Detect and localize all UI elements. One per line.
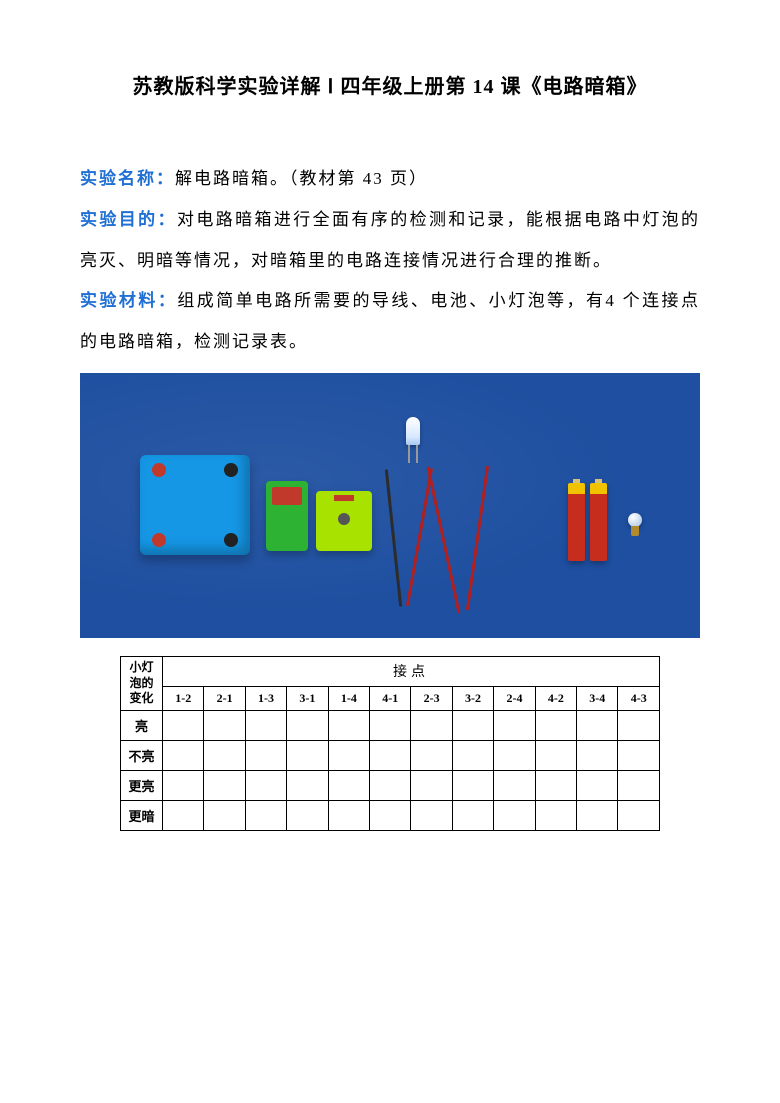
table-col-head: 2-3: [411, 686, 452, 710]
table-cell: [618, 740, 660, 770]
section-name: 实验名称：解电路暗箱。（教材第 43 页）: [80, 159, 700, 200]
table-cell: [370, 770, 411, 800]
table-cell: [535, 710, 576, 740]
table-corner: 小灯泡的变化: [121, 656, 163, 710]
led-icon: [406, 417, 420, 445]
table-cell: [204, 770, 245, 800]
wire-red-3-icon: [466, 465, 489, 610]
record-table: 小灯泡的变化 接点 1-22-11-33-11-44-12-33-22-44-2…: [120, 656, 660, 831]
table-cell: [328, 770, 369, 800]
label-materials: 实验材料：: [80, 291, 177, 310]
table-cell: [452, 770, 493, 800]
label-purpose: 实验目的：: [80, 210, 177, 229]
table-cell: [245, 710, 286, 740]
table-row-label: 更暗: [121, 800, 163, 830]
table-col-head: 2-1: [204, 686, 245, 710]
blue-box-icon: [140, 455, 250, 555]
table-cell: [328, 800, 369, 830]
table-col-head: 4-1: [370, 686, 411, 710]
table-col-head: 3-2: [452, 686, 493, 710]
table-cell: [411, 770, 452, 800]
wire-red-1-icon: [406, 468, 433, 606]
table-row: 更亮: [121, 770, 660, 800]
bulb-icon: [628, 513, 642, 527]
text-name: 解电路暗箱。（教材第 43 页）: [175, 169, 428, 188]
table-cell: [245, 800, 286, 830]
table-cell: [535, 740, 576, 770]
table-cell: [535, 770, 576, 800]
table-col-head: 1-4: [328, 686, 369, 710]
table-cell: [204, 710, 245, 740]
table-cell: [411, 740, 452, 770]
table-row-label: 更亮: [121, 770, 163, 800]
table-row: 亮: [121, 710, 660, 740]
table-col-head: 1-2: [163, 686, 204, 710]
table-cell: [452, 800, 493, 830]
section-materials: 实验材料：组成简单电路所需要的导线、电池、小灯泡等，有4 个连接点的电路暗箱，检…: [80, 281, 700, 363]
page-title: 苏教版科学实验详解 Ⅰ 四年级上册第 14 课《电路暗箱》: [80, 70, 700, 99]
table-cell: [411, 710, 452, 740]
table-cell: [163, 770, 204, 800]
table-row-label: 不亮: [121, 740, 163, 770]
table-cell: [618, 710, 660, 740]
table-cell: [577, 770, 618, 800]
materials-photo: [80, 373, 700, 638]
table-cell: [245, 740, 286, 770]
table-cell: [577, 800, 618, 830]
table-cell: [163, 740, 204, 770]
table-col-head: 4-3: [618, 686, 660, 710]
table-cell: [494, 800, 535, 830]
green-holder-2-icon: [316, 491, 372, 551]
table-cell: [577, 740, 618, 770]
table-cell: [411, 800, 452, 830]
table-cell: [328, 710, 369, 740]
battery-1-icon: [568, 483, 585, 561]
table-row: 更暗: [121, 800, 660, 830]
table-row-label: 亮: [121, 710, 163, 740]
table-cell: [452, 710, 493, 740]
table-cell: [535, 800, 576, 830]
table-cell: [494, 770, 535, 800]
green-holder-1-icon: [266, 481, 308, 551]
table-cell: [494, 710, 535, 740]
table-cell: [494, 740, 535, 770]
wire-black-icon: [385, 469, 402, 607]
table-cell: [618, 800, 660, 830]
section-purpose: 实验目的：对电路暗箱进行全面有序的检测和记录，能根据电路中灯泡的亮灭、明暗等情况…: [80, 200, 700, 282]
table-cell: [204, 800, 245, 830]
table-col-head: 3-1: [287, 686, 328, 710]
table-cell: [577, 710, 618, 740]
table-row: 不亮: [121, 740, 660, 770]
table-cell: [370, 740, 411, 770]
table-cell: [287, 740, 328, 770]
table-cell: [287, 770, 328, 800]
table-col-head: 1-3: [245, 686, 286, 710]
table-col-head: 2-4: [494, 686, 535, 710]
table-cell: [370, 710, 411, 740]
label-name: 实验名称：: [80, 169, 175, 188]
table-cell: [245, 770, 286, 800]
table-cell: [163, 800, 204, 830]
table-cell: [163, 710, 204, 740]
table-col-head: 4-2: [535, 686, 576, 710]
table-cell: [452, 740, 493, 770]
table-col-headers: 1-22-11-33-11-44-12-33-22-44-23-44-3: [121, 686, 660, 710]
table-group-header: 接点: [163, 656, 660, 686]
table-cell: [287, 800, 328, 830]
table-cell: [287, 710, 328, 740]
table-cell: [370, 800, 411, 830]
wire-red-2-icon: [426, 466, 460, 613]
table-cell: [328, 740, 369, 770]
table-col-head: 3-4: [577, 686, 618, 710]
table-cell: [204, 740, 245, 770]
battery-2-icon: [590, 483, 607, 561]
table-cell: [618, 770, 660, 800]
